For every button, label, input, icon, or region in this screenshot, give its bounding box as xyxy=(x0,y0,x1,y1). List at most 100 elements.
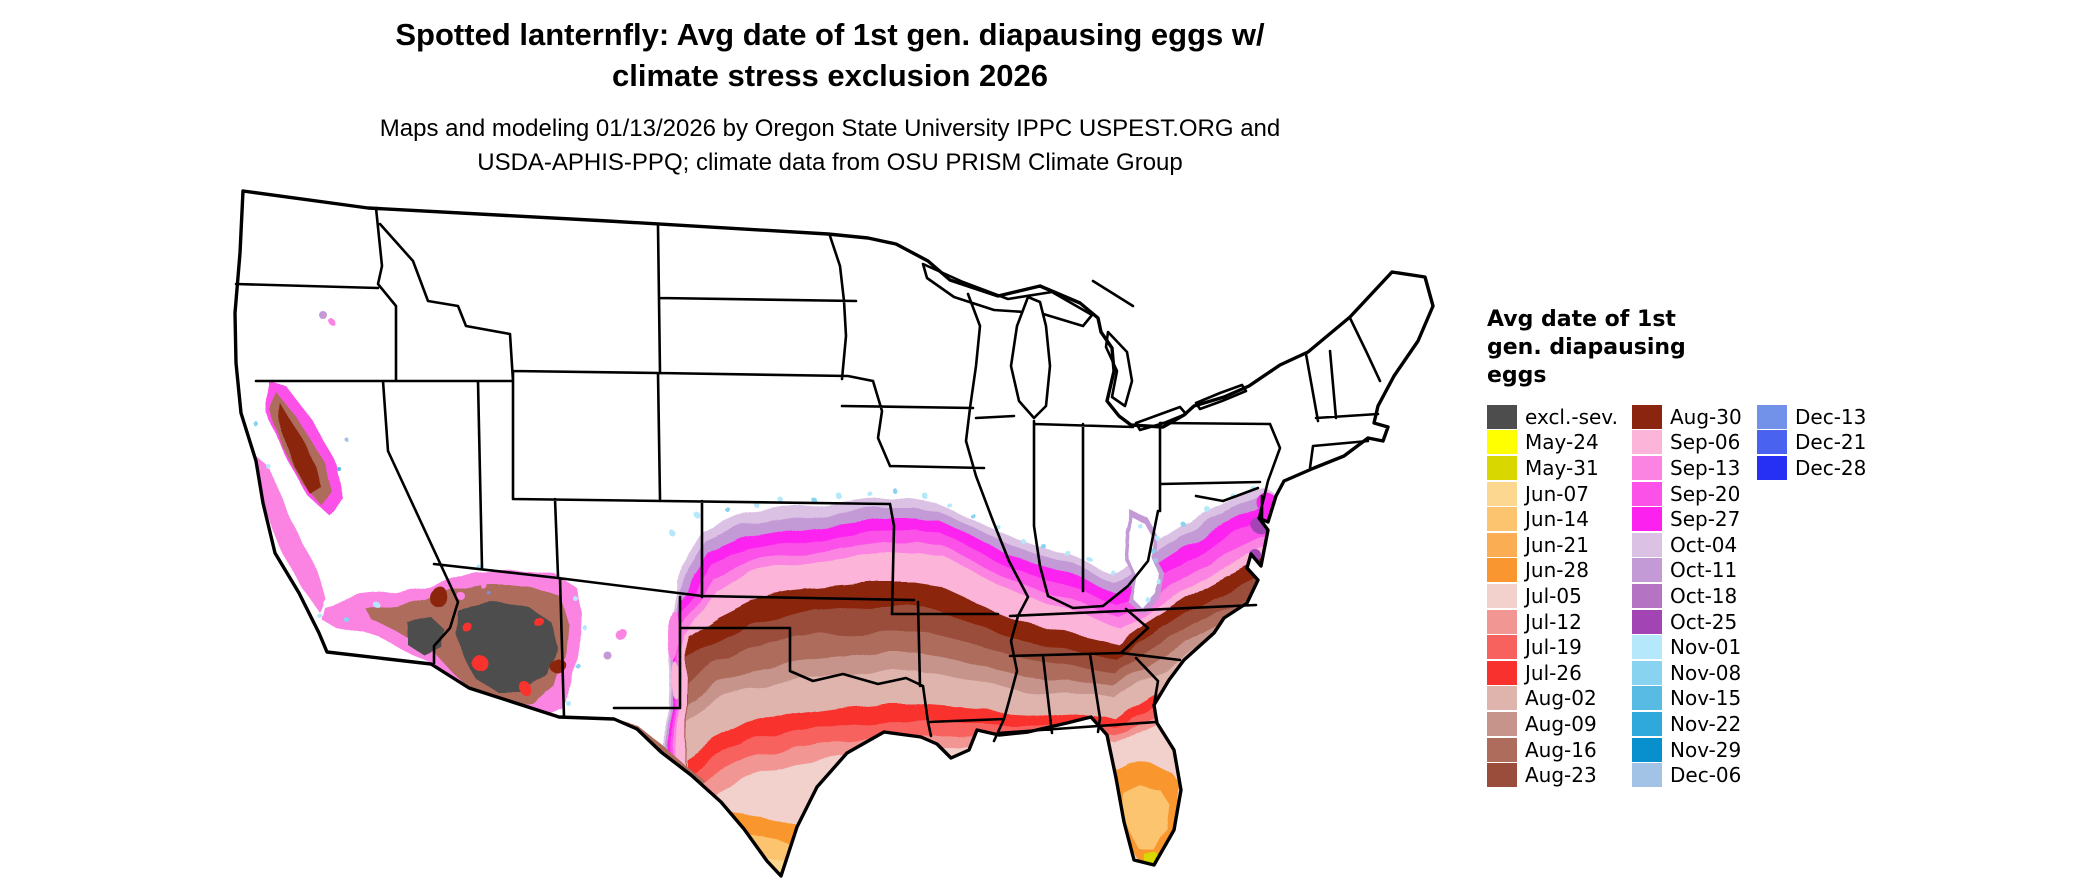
legend-swatch xyxy=(1632,660,1662,685)
legend-label: Jun-21 xyxy=(1525,532,1589,557)
legend-label: Oct-25 xyxy=(1670,609,1738,634)
legend-label: Sep-27 xyxy=(1670,507,1741,532)
legend-title-line2: gen. diapausing xyxy=(1487,335,1686,360)
legend-row: May-31 xyxy=(1487,455,1618,481)
legend-title-line1: Avg date of 1st xyxy=(1487,307,1676,332)
legend-label: Dec-13 xyxy=(1795,404,1867,429)
legend-label: May-24 xyxy=(1525,430,1599,455)
legend-label: Dec-21 xyxy=(1795,430,1867,455)
legend-swatch xyxy=(1757,404,1787,429)
legend-label: Oct-04 xyxy=(1670,532,1738,557)
legend-column-2: Aug-30 Sep-06 Sep-13 Sep-20 Sep-27 Oct-04 Oct-… xyxy=(1632,404,1742,788)
legend-column-1: excl.-sev. May-24 May-31 Jun-07 Jun-14 Jun-21… xyxy=(1487,404,1618,788)
legend-label: Nov-08 xyxy=(1670,660,1742,685)
legend-title: Avg date of 1st gen. diapausing eggs xyxy=(1487,306,1687,390)
legend-row: Aug-30 xyxy=(1632,404,1742,430)
legend-row: Dec-28 xyxy=(1757,455,1866,481)
legend-row: Dec-06 xyxy=(1632,762,1742,788)
legend-swatch xyxy=(1632,481,1662,506)
legend-row: Oct-11 xyxy=(1632,558,1742,584)
legend-swatch xyxy=(1632,455,1662,480)
legend-swatch xyxy=(1632,763,1662,788)
legend-row: Dec-21 xyxy=(1757,430,1866,456)
legend-row: Jun-21 xyxy=(1487,532,1618,558)
legend-row: Jun-14 xyxy=(1487,506,1618,532)
legend-row: Aug-02 xyxy=(1487,686,1618,712)
legend-row: Nov-29 xyxy=(1632,737,1742,763)
legend-row: Sep-27 xyxy=(1632,506,1742,532)
legend-swatch xyxy=(1487,455,1517,480)
legend-row: Nov-22 xyxy=(1632,711,1742,737)
legend-label: May-31 xyxy=(1525,455,1599,480)
chart-title-line1: Spotted lanternfly: Avg date of 1st gen.… xyxy=(395,17,1265,52)
legend-row: Oct-04 xyxy=(1632,532,1742,558)
legend-label: Jun-28 xyxy=(1525,558,1589,583)
legend-label: Jul-26 xyxy=(1525,660,1582,685)
legend-swatch xyxy=(1632,507,1662,532)
chart-subtitle-line1: Maps and modeling 01/13/2026 by Oregon S… xyxy=(379,115,1281,142)
chart-title: Spotted lanternfly: Avg date of 1st gen.… xyxy=(180,14,1480,96)
legend-row: Nov-01 xyxy=(1632,634,1742,660)
legend-row: Sep-13 xyxy=(1632,455,1742,481)
legend-swatch xyxy=(1487,763,1517,788)
legend-swatch xyxy=(1487,635,1517,660)
legend-row: excl.-sev. xyxy=(1487,404,1618,430)
legend-row: Nov-15 xyxy=(1632,686,1742,712)
legend-label: Aug-23 xyxy=(1525,763,1597,788)
legend-row: Nov-08 xyxy=(1632,660,1742,686)
state-borders xyxy=(234,206,1382,743)
legend-swatch xyxy=(1487,558,1517,583)
lake-michigan xyxy=(1009,295,1052,420)
legend-swatch xyxy=(1487,481,1517,506)
legend-swatch xyxy=(1632,532,1662,557)
legend-label: Nov-29 xyxy=(1670,737,1742,762)
legend-row: Aug-16 xyxy=(1487,737,1618,763)
legend-label: Sep-20 xyxy=(1670,481,1741,506)
legend-swatch xyxy=(1632,635,1662,660)
legend-label: Aug-30 xyxy=(1670,404,1742,429)
legend-swatch xyxy=(1632,430,1662,455)
legend-row: May-24 xyxy=(1487,430,1618,456)
legend-label: Sep-06 xyxy=(1670,430,1741,455)
legend-swatch xyxy=(1487,609,1517,634)
legend-label: Jun-14 xyxy=(1525,507,1589,532)
legend-label: Aug-16 xyxy=(1525,737,1597,762)
chart-subtitle-line2: USDA-APHIS-PPQ; climate data from OSU PR… xyxy=(477,149,1183,176)
legend-label: Aug-02 xyxy=(1525,686,1597,711)
legend-row: Aug-23 xyxy=(1487,762,1618,788)
us-outline xyxy=(233,189,1435,878)
legend-label: Nov-01 xyxy=(1670,635,1742,660)
legend-row: Oct-25 xyxy=(1632,609,1742,635)
chart-title-line2: climate stress exclusion 2026 xyxy=(612,58,1048,93)
legend-swatch xyxy=(1487,686,1517,711)
legend-swatch xyxy=(1632,404,1662,429)
legend-label: Sep-13 xyxy=(1670,455,1741,480)
legend-swatch xyxy=(1757,430,1787,455)
legend-swatch xyxy=(1487,430,1517,455)
legend-row: Sep-06 xyxy=(1632,430,1742,456)
legend-row: Jul-12 xyxy=(1487,609,1618,635)
legend-row: Jun-07 xyxy=(1487,481,1618,507)
legend-label: Jul-12 xyxy=(1525,609,1582,634)
legend-label: Jun-07 xyxy=(1525,481,1589,506)
legend-swatch xyxy=(1487,507,1517,532)
legend-label: Aug-09 xyxy=(1525,711,1597,736)
legend-title-line3: eggs xyxy=(1487,363,1547,388)
legend-row: Jul-05 xyxy=(1487,583,1618,609)
legend-swatch xyxy=(1487,660,1517,685)
legend-label: Nov-22 xyxy=(1670,711,1742,736)
legend-swatch xyxy=(1487,737,1517,762)
legend-row: Sep-20 xyxy=(1632,481,1742,507)
legend-label: Dec-06 xyxy=(1670,763,1742,788)
legend-column-3: Dec-13 Dec-21 Dec-28 xyxy=(1757,404,1866,481)
legend-label: Oct-11 xyxy=(1670,558,1738,583)
legend-label: Jul-05 xyxy=(1525,583,1582,608)
legend-swatch xyxy=(1632,737,1662,762)
legend-swatch xyxy=(1632,609,1662,634)
legend-swatch xyxy=(1487,532,1517,557)
legend-swatch xyxy=(1757,455,1787,480)
legend-label: Oct-18 xyxy=(1670,583,1738,608)
legend-swatch xyxy=(1487,404,1517,429)
fringe-dots xyxy=(255,423,1256,876)
